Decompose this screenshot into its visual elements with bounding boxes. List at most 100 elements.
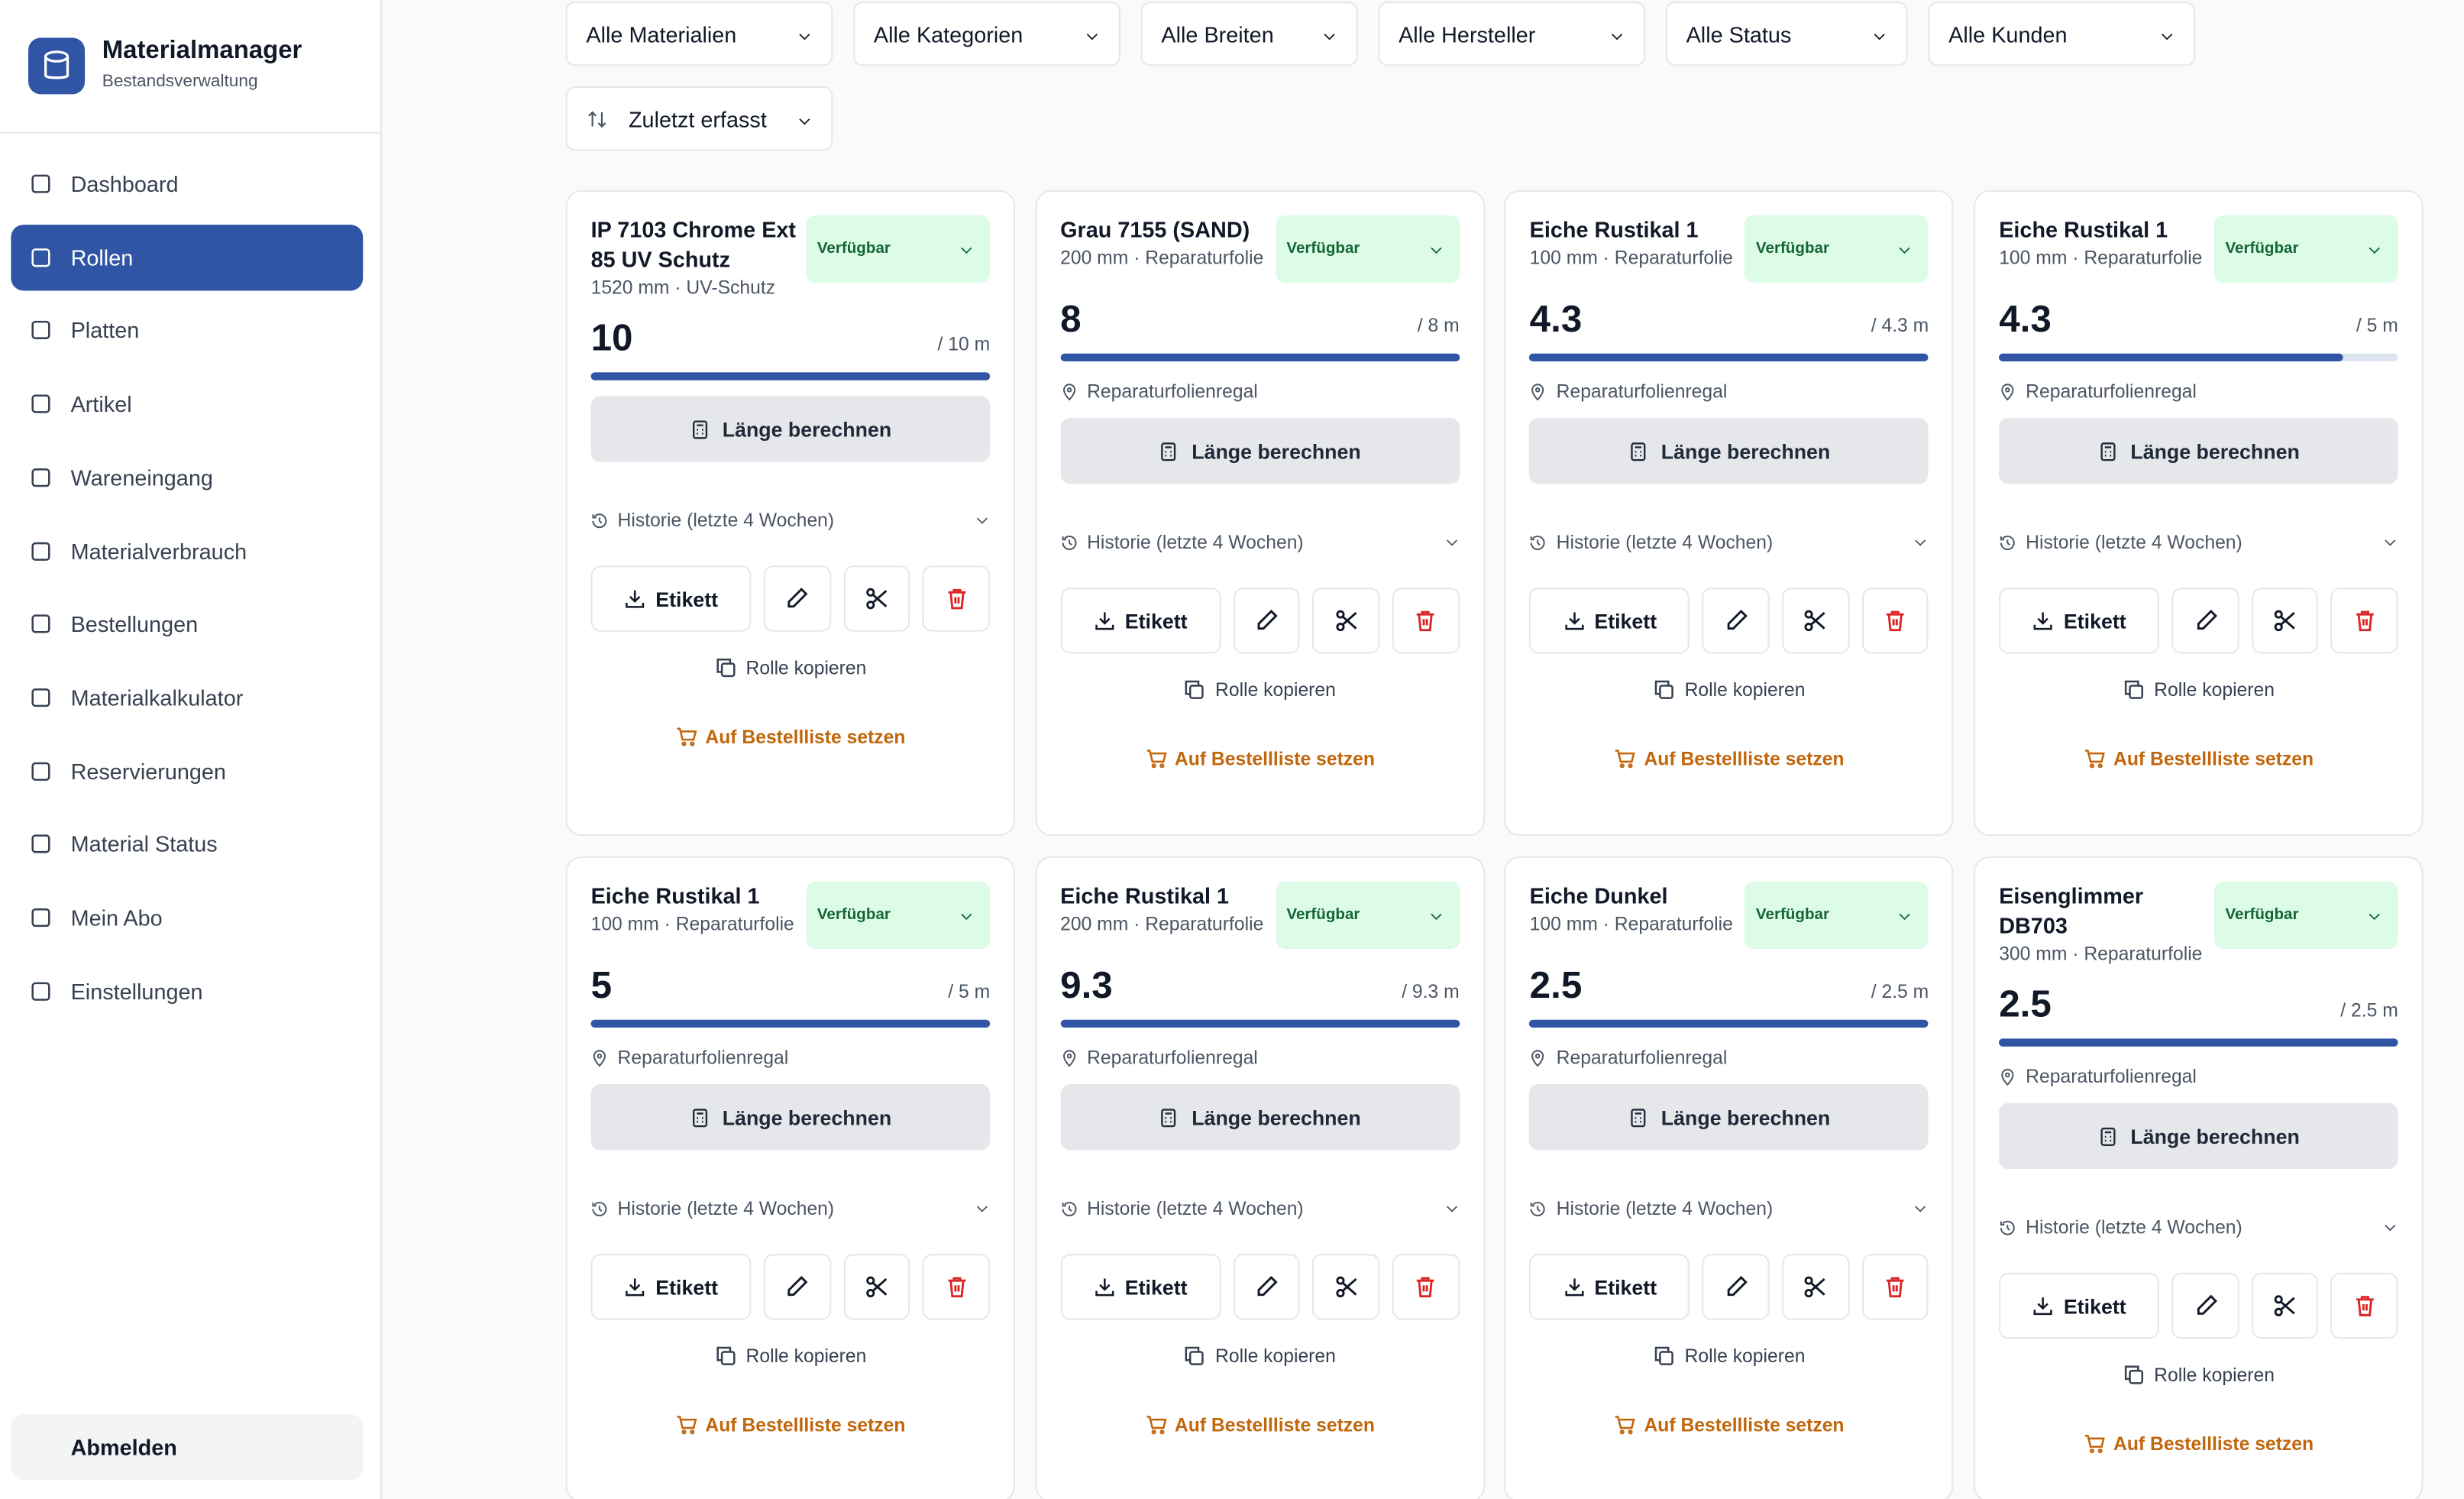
cut-button[interactable] [2251,1272,2319,1339]
capacity: / 8 m [1418,314,1460,336]
nav-item[interactable]: Materialverbrauch [11,518,363,584]
cut-button[interactable] [1782,588,1850,654]
action-row: Etikett [1060,588,1460,654]
cut-button[interactable] [1782,1254,1850,1320]
copy-button[interactable]: Rolle kopieren [1060,1345,1460,1367]
label-button[interactable]: Etikett [1060,588,1221,654]
order-button[interactable]: Auf Bestellliste setzen [1999,748,2398,770]
delete-button[interactable] [1392,588,1460,654]
nav-item[interactable]: Dashboard [11,151,363,216]
nav-item-text: Mein Abo [70,905,163,931]
label-button[interactable]: Etikett [1999,1272,2160,1339]
nav-item[interactable]: Material Status [11,811,363,877]
status-select[interactable]: Verfügbar [2214,215,2398,283]
order-button[interactable]: Auf Bestellliste setzen [591,1414,991,1436]
label-button[interactable]: Etikett [1529,1254,1690,1320]
nav-item[interactable]: Mein Abo [11,885,363,950]
history-toggle[interactable]: Historie (letzte 4 Wochen) [1530,1197,1929,1219]
copy-button[interactable]: Rolle kopieren [591,1345,991,1367]
delete-button[interactable] [1861,588,1929,654]
cut-button[interactable] [2251,588,2319,654]
cut-button[interactable] [843,565,911,632]
calculate-button[interactable]: Länge berechnen [590,396,991,462]
label-button[interactable]: Etikett [590,565,752,632]
order-button[interactable]: Auf Bestellliste setzen [1530,748,1929,770]
history-toggle[interactable]: Historie (letzte 4 Wochen) [1530,531,1929,553]
nav-item[interactable]: Platten [11,298,363,364]
sort-select[interactable]: Zuletzt erfasst [565,86,833,151]
history-toggle[interactable]: Historie (letzte 4 Wochen) [1999,1216,2398,1238]
status-select[interactable]: Verfügbar [806,215,991,283]
location: Reparaturfolienregal [591,1047,991,1068]
calculate-button[interactable]: Länge berechnen [1999,1102,2398,1170]
calculate-button[interactable]: Länge berechnen [1529,1084,1929,1151]
status-select[interactable]: Verfügbar [1275,881,1460,950]
cut-button[interactable] [843,1254,911,1320]
edit-button[interactable] [2171,588,2239,654]
edit-button[interactable] [2171,1272,2239,1339]
nav-item[interactable]: Rollen [11,224,364,290]
order-button[interactable]: Auf Bestellliste setzen [1530,1414,1929,1436]
edit-button[interactable] [1702,1254,1770,1320]
history-toggle[interactable]: Historie (letzte 4 Wochen) [1060,1197,1460,1219]
edit-button[interactable] [1233,1254,1301,1320]
filter-select[interactable]: Alle Kategorien [853,2,1120,66]
delete-button[interactable] [1392,1254,1460,1320]
order-button[interactable]: Auf Bestellliste setzen [1999,1433,2398,1455]
copy-button[interactable]: Rolle kopieren [1060,678,1460,701]
filter-select[interactable]: Alle Materialien [565,2,833,66]
edit-button[interactable] [1702,588,1770,654]
copy-button[interactable]: Rolle kopieren [1530,1345,1929,1367]
order-button[interactable]: Auf Bestellliste setzen [1060,748,1460,770]
history-toggle[interactable]: Historie (letzte 4 Wochen) [1999,531,2398,553]
order-button[interactable]: Auf Bestellliste setzen [591,726,991,748]
label-button[interactable]: Etikett [590,1254,752,1320]
label-button[interactable]: Etikett [1999,588,2160,654]
copy-button[interactable]: Rolle kopieren [591,657,991,678]
status-select[interactable]: Verfügbar [2214,881,2398,950]
order-button-text: Auf Bestellliste setzen [2113,747,2314,770]
nav-item[interactable]: Materialkalkulator [11,665,363,730]
nav-item[interactable]: Artikel [11,371,363,437]
cut-button[interactable] [1312,588,1380,654]
nav-item[interactable]: Wareneingang [11,445,363,510]
status-select[interactable]: Verfügbar [806,881,991,950]
filter-select[interactable]: Alle Kunden [1928,2,2196,66]
copy-button[interactable]: Rolle kopieren [1999,678,2398,701]
status-select[interactable]: Verfügbar [1275,215,1460,283]
history-toggle[interactable]: Historie (letzte 4 Wochen) [1060,531,1460,553]
edit-button[interactable] [764,565,831,632]
copy-button[interactable]: Rolle kopieren [1999,1364,2398,1386]
card-title-block: Eiche Rustikal 1 100 mm · Reparaturfolie [591,882,794,949]
order-button-text: Auf Bestellliste setzen [705,726,906,748]
label-button[interactable]: Etikett [1529,588,1690,654]
calculate-button[interactable]: Länge berechnen [1999,418,2398,484]
edit-button[interactable] [764,1254,831,1320]
history-toggle[interactable]: Historie (letzte 4 Wochen) [591,509,991,531]
filter-select[interactable]: Alle Hersteller [1378,2,1646,66]
calculate-button[interactable]: Länge berechnen [1060,1084,1460,1151]
cut-button[interactable] [1312,1254,1380,1320]
history-toggle[interactable]: Historie (letzte 4 Wochen) [591,1197,991,1219]
edit-button[interactable] [1233,588,1301,654]
nav-item[interactable]: Reservierungen [11,738,363,804]
nav-item[interactable]: Einstellungen [11,958,363,1024]
delete-button[interactable] [923,565,991,632]
label-button[interactable]: Etikett [1060,1254,1221,1320]
delete-button[interactable] [2331,1272,2398,1339]
order-button[interactable]: Auf Bestellliste setzen [1060,1414,1460,1436]
icon [31,761,50,781]
calculate-button[interactable]: Länge berechnen [1529,418,1929,484]
calculate-button[interactable]: Länge berechnen [1060,418,1460,484]
calculate-button[interactable]: Länge berechnen [590,1084,991,1151]
delete-button[interactable] [1861,1254,1929,1320]
nav-item[interactable]: Bestellungen [11,591,363,657]
logout-button[interactable]: Abmelden [11,1413,364,1481]
status-select[interactable]: Verfügbar [1745,881,1929,950]
status-select[interactable]: Verfügbar [1745,215,1929,283]
filter-select[interactable]: Alle Breiten [1140,2,1358,66]
delete-button[interactable] [2331,588,2398,654]
filter-select[interactable]: Alle Status [1665,2,1908,66]
delete-button[interactable] [923,1254,991,1320]
copy-button[interactable]: Rolle kopieren [1530,678,1929,701]
